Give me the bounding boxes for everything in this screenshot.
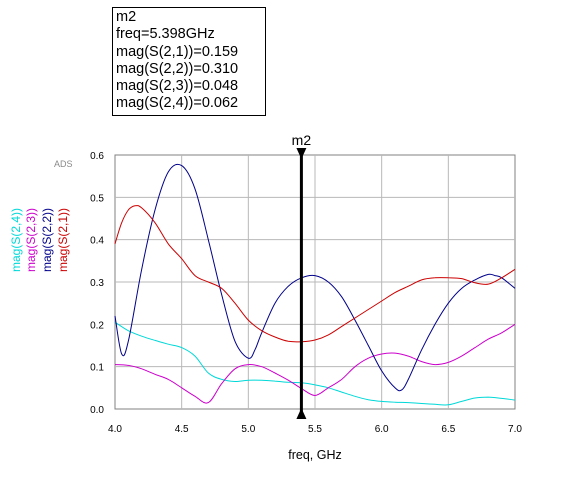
- x-tick-label: 4.0: [108, 424, 122, 435]
- marker-label: m2: [292, 132, 312, 148]
- series-line-mag-s-2-4: [114, 321, 516, 406]
- marker-s24-line: mag(S(2,4))=0.062: [116, 95, 239, 112]
- x-tick-label: 5.5: [308, 424, 322, 435]
- y-tick-label: 0.5: [90, 193, 104, 204]
- marker-m2[interactable]: m2: [292, 132, 312, 419]
- marker-bottom-triangle[interactable]: [296, 408, 307, 419]
- y-tick-label: 0.3: [90, 278, 104, 289]
- marker-s21-line: mag(S(2,1))=0.159: [116, 43, 239, 60]
- grid-lines: [115, 155, 515, 409]
- series-lines: [114, 163, 516, 406]
- legend: mag(S(2,4)) mag(S(2,3)) mag(S(2,2)) mag(S(2…: [9, 208, 70, 272]
- x-tick-label: 7.0: [508, 424, 522, 435]
- ads-watermark: ADS: [54, 159, 73, 169]
- y-tick-label: 0.0: [90, 405, 104, 416]
- y-tick-labels: 0.0 0.1 0.2 0.3 0.4 0.5 0.6: [90, 151, 104, 416]
- y-tick-label: 0.4: [90, 236, 104, 247]
- marker-name: m2: [116, 9, 137, 25]
- x-tick-label: 6.0: [375, 424, 389, 435]
- marker-freq-line: freq=5.398GHz: [116, 26, 215, 43]
- x-axis-label: freq, GHz: [288, 448, 342, 462]
- legend-entry-mag-s-2-3: mag(S(2,3)): [24, 208, 38, 272]
- series-line-mag-s-2-2: [114, 163, 516, 392]
- marker-s22-line: mag(S(2,2))=0.310: [116, 60, 239, 77]
- x-tick-labels: 4.0 4.5 5.0 5.5 6.0 6.5 7.0: [108, 424, 522, 435]
- y-tick-label: 0.2: [90, 320, 104, 331]
- legend-entry-mag-s-2-4: mag(S(2,4)): [9, 208, 23, 272]
- x-tick-label: 4.5: [175, 424, 189, 435]
- legend-entry-mag-s-2-2: mag(S(2,2)): [40, 208, 54, 272]
- x-tick-label: 6.5: [441, 424, 455, 435]
- marker-readout-box: m2 freq=5.398GHz mag(S(2,1))=0.159 mag(S…: [112, 7, 266, 116]
- y-tick-label: 0.6: [90, 151, 104, 162]
- y-tick-label: 0.1: [90, 363, 104, 374]
- x-tick-label: 5.0: [241, 424, 255, 435]
- series-line-mag-s-2-3: [114, 323, 516, 404]
- legend-entry-mag-s-2-1: mag(S(2,1)): [56, 208, 70, 272]
- marker-top-triangle[interactable]: [296, 148, 307, 159]
- marker-s23-line: mag(S(2,3))=0.048: [116, 78, 239, 95]
